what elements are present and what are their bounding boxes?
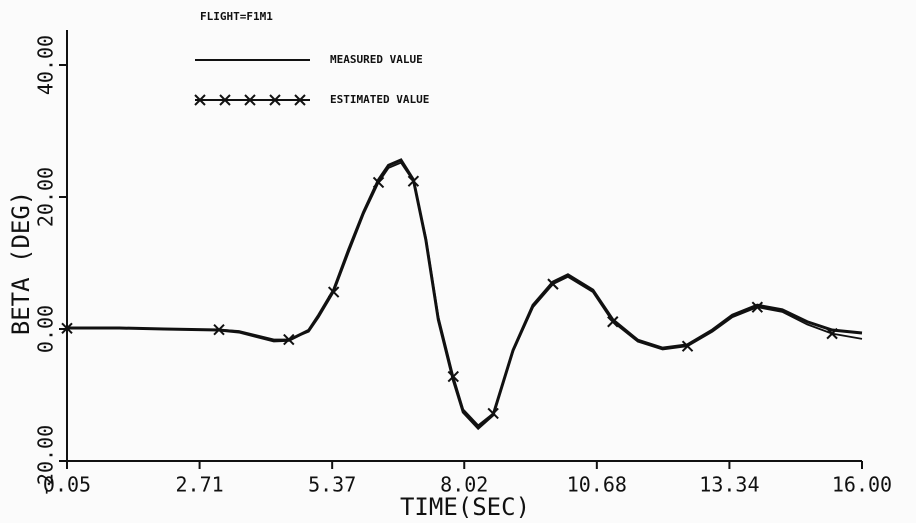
x-tick-label: 5.37 (308, 473, 356, 497)
x-axis-label: TIME(SEC) (400, 493, 530, 521)
y-tick-label: 20.00 (34, 167, 58, 227)
marker (751, 301, 764, 313)
x-tick-label: 0.05 (43, 473, 91, 497)
marker (213, 323, 225, 336)
marker (327, 286, 340, 298)
marker (407, 175, 420, 187)
series-line (67, 161, 863, 427)
marker (294, 94, 306, 106)
y-tick-label: 0.00 (34, 305, 58, 353)
marker (487, 407, 499, 420)
y-tick-label: -20.00 (34, 425, 58, 497)
marker (681, 340, 694, 352)
marker (283, 333, 295, 346)
marker (269, 94, 281, 106)
legend-label: MEASURED VALUE (330, 53, 423, 66)
marker (447, 370, 459, 383)
series-line (67, 158, 863, 431)
y-axis-label: BETA (DEG) (7, 191, 35, 336)
marker (244, 94, 256, 106)
marker (219, 94, 231, 106)
marker (194, 94, 206, 106)
marker (61, 322, 73, 335)
y-tick-label: 40.00 (34, 35, 58, 95)
marker (547, 278, 559, 290)
chart-title: FLIGHT=F1M1 (200, 10, 273, 23)
x-tick-label: 13.34 (699, 473, 759, 497)
legend-label: ESTIMATED VALUE (330, 93, 429, 106)
x-tick-label: 2.71 (175, 473, 223, 497)
marker (607, 316, 619, 328)
x-tick-label: 10.68 (567, 473, 627, 497)
marker (826, 327, 838, 340)
x-tick-label: 8.02 (440, 473, 488, 497)
marker (372, 176, 385, 189)
x-tick-label: 16.00 (832, 473, 892, 497)
